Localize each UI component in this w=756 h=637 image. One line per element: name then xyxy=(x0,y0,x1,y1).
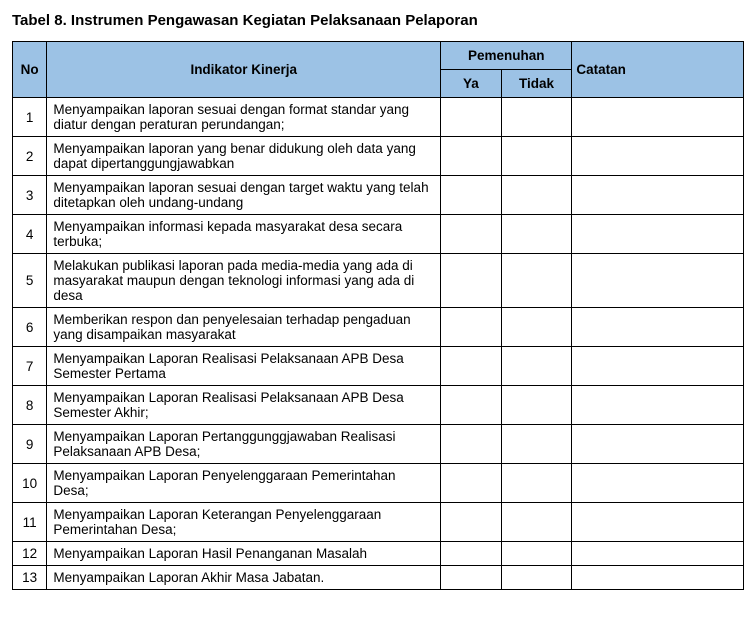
cell-tidak xyxy=(501,464,572,503)
cell-no: 5 xyxy=(13,254,47,308)
cell-tidak xyxy=(501,176,572,215)
cell-catatan xyxy=(572,308,744,347)
cell-catatan xyxy=(572,566,744,590)
header-catatan: Catatan xyxy=(572,42,744,98)
cell-no: 12 xyxy=(13,542,47,566)
cell-tidak xyxy=(501,542,572,566)
cell-tidak xyxy=(501,137,572,176)
cell-ya xyxy=(441,347,502,386)
cell-no: 1 xyxy=(13,98,47,137)
table-row: 7Menyampaikan Laporan Realisasi Pelaksan… xyxy=(13,347,744,386)
cell-catatan xyxy=(572,386,744,425)
cell-indikator: Menyampaikan Laporan Keterangan Penyelen… xyxy=(47,503,441,542)
cell-tidak xyxy=(501,98,572,137)
cell-no: 13 xyxy=(13,566,47,590)
cell-ya xyxy=(441,308,502,347)
cell-indikator: Menyampaikan informasi kepada masyarakat… xyxy=(47,215,441,254)
table-row: 12Menyampaikan Laporan Hasil Penanganan … xyxy=(13,542,744,566)
table-row: 1Menyampaikan laporan sesuai dengan form… xyxy=(13,98,744,137)
cell-no: 11 xyxy=(13,503,47,542)
header-no: No xyxy=(13,42,47,98)
header-pemenuhan: Pemenuhan xyxy=(441,42,572,70)
cell-catatan xyxy=(572,347,744,386)
cell-no: 6 xyxy=(13,308,47,347)
table-row: 9Menyampaikan Laporan Pertanggunggjawaba… xyxy=(13,425,744,464)
cell-indikator: Memberikan respon dan penyelesaian terha… xyxy=(47,308,441,347)
cell-ya xyxy=(441,254,502,308)
cell-indikator: Menyampaikan Laporan Realisasi Pelaksana… xyxy=(47,347,441,386)
cell-ya xyxy=(441,215,502,254)
cell-catatan xyxy=(572,254,744,308)
table-row: 5Melakukan publikasi laporan pada media-… xyxy=(13,254,744,308)
table-row: 6Memberikan respon dan penyelesaian terh… xyxy=(13,308,744,347)
table-row: 13Menyampaikan Laporan Akhir Masa Jabata… xyxy=(13,566,744,590)
cell-indikator: Menyampaikan laporan sesuai dengan forma… xyxy=(47,98,441,137)
cell-tidak xyxy=(501,503,572,542)
cell-ya xyxy=(441,542,502,566)
table-body: 1Menyampaikan laporan sesuai dengan form… xyxy=(13,98,744,590)
cell-indikator: Menyampaikan Laporan Hasil Penanganan Ma… xyxy=(47,542,441,566)
header-indikator: Indikator Kinerja xyxy=(47,42,441,98)
cell-no: 4 xyxy=(13,215,47,254)
cell-no: 3 xyxy=(13,176,47,215)
table-row: 8Menyampaikan Laporan Realisasi Pelaksan… xyxy=(13,386,744,425)
cell-ya xyxy=(441,176,502,215)
cell-catatan xyxy=(572,542,744,566)
header-tidak: Tidak xyxy=(501,70,572,98)
cell-catatan xyxy=(572,503,744,542)
cell-ya xyxy=(441,566,502,590)
cell-tidak xyxy=(501,254,572,308)
cell-indikator: Menyampaikan Laporan Akhir Masa Jabatan. xyxy=(47,566,441,590)
header-ya: Ya xyxy=(441,70,502,98)
cell-catatan xyxy=(572,137,744,176)
cell-no: 8 xyxy=(13,386,47,425)
cell-tidak xyxy=(501,386,572,425)
cell-catatan xyxy=(572,425,744,464)
table-row: 2Menyampaikan laporan yang benar didukun… xyxy=(13,137,744,176)
cell-no: 10 xyxy=(13,464,47,503)
instrumen-table: No Indikator Kinerja Pemenuhan Catatan Y… xyxy=(12,41,744,590)
cell-ya xyxy=(441,98,502,137)
cell-tidak xyxy=(501,425,572,464)
cell-catatan xyxy=(572,176,744,215)
cell-indikator: Menyampaikan laporan sesuai dengan targe… xyxy=(47,176,441,215)
table-row: 4Menyampaikan informasi kepada masyaraka… xyxy=(13,215,744,254)
table-header: No Indikator Kinerja Pemenuhan Catatan Y… xyxy=(13,42,744,98)
cell-ya xyxy=(441,464,502,503)
cell-tidak xyxy=(501,566,572,590)
cell-ya xyxy=(441,503,502,542)
cell-tidak xyxy=(501,215,572,254)
cell-no: 9 xyxy=(13,425,47,464)
cell-indikator: Menyampaikan Laporan Realisasi Pelaksana… xyxy=(47,386,441,425)
cell-ya xyxy=(441,425,502,464)
cell-ya xyxy=(441,137,502,176)
cell-indikator: Menyampaikan Laporan Pertanggunggjawaban… xyxy=(47,425,441,464)
table-row: 10Menyampaikan Laporan Penyelenggaraan P… xyxy=(13,464,744,503)
cell-catatan xyxy=(572,98,744,137)
cell-indikator: Menyampaikan laporan yang benar didukung… xyxy=(47,137,441,176)
cell-no: 2 xyxy=(13,137,47,176)
cell-no: 7 xyxy=(13,347,47,386)
table-row: 3Menyampaikan laporan sesuai dengan targ… xyxy=(13,176,744,215)
cell-catatan xyxy=(572,464,744,503)
cell-tidak xyxy=(501,308,572,347)
cell-indikator: Menyampaikan Laporan Penyelenggaraan Pem… xyxy=(47,464,441,503)
cell-tidak xyxy=(501,347,572,386)
cell-indikator: Melakukan publikasi laporan pada media-m… xyxy=(47,254,441,308)
cell-ya xyxy=(441,386,502,425)
table-title: Tabel 8. Instrumen Pengawasan Kegiatan P… xyxy=(12,12,744,29)
table-row: 11Menyampaikan Laporan Keterangan Penyel… xyxy=(13,503,744,542)
cell-catatan xyxy=(572,215,744,254)
